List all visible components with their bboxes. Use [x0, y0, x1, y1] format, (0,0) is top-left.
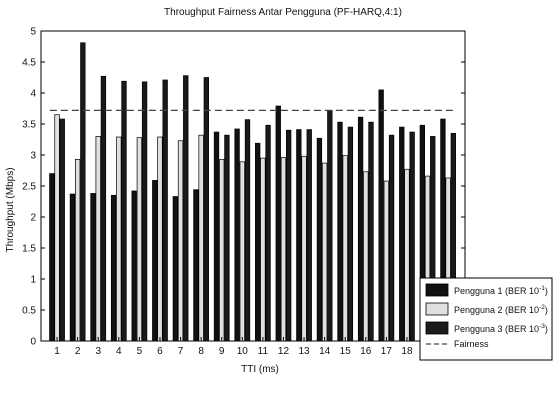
bar-series1-tti-11	[255, 142, 261, 342]
y-tick-label: 1	[30, 275, 36, 286]
bar-series3-tti-4	[121, 80, 127, 342]
y-tick-label: 4.5	[22, 58, 36, 69]
bar-series3-tti-13	[306, 129, 312, 342]
bar-series3-tti-15	[347, 126, 354, 342]
x-tick-label: 14	[319, 346, 331, 357]
bar-series3-tti-14	[327, 110, 333, 342]
bar-series2-tti-18	[404, 168, 410, 342]
y-tick-label: 2	[30, 213, 36, 224]
legend-label-series2: Pengguna 2 (BER 10-2)	[454, 304, 548, 315]
x-tick-label: 7	[178, 346, 184, 357]
y-tick-label: 5	[30, 27, 36, 38]
legend-swatch-series2	[425, 302, 449, 316]
bar-series2-tti-14	[321, 162, 328, 342]
legend-swatch-series3	[425, 321, 449, 335]
y-tick-label: 3.5	[22, 120, 36, 131]
y-tick-label: 3	[30, 151, 36, 162]
bar-series1-tti-3	[90, 193, 96, 342]
bar-series3-tti-11	[265, 124, 271, 342]
bar-series2-tti-16	[363, 171, 369, 342]
bar-series2-tti-6	[157, 136, 163, 342]
bar-series3-tti-3	[100, 75, 107, 342]
bar-series1-tti-4	[110, 194, 117, 342]
bar-series3-tti-7	[183, 75, 189, 342]
bar-series1-tti-5	[131, 190, 137, 342]
bar-series1-tti-15	[337, 121, 343, 342]
x-tick-label: 3	[95, 346, 101, 357]
y-tick-label: 0.5	[22, 306, 36, 317]
y-axis-label: Throughput (Mbps)	[5, 167, 16, 252]
bar-series2-tti-1	[54, 114, 60, 342]
bar-series3-tti-9	[224, 134, 230, 342]
bar-series3-tti-16	[368, 121, 374, 342]
bar-series2-tti-5	[136, 137, 143, 342]
bar-series2-tti-17	[383, 180, 390, 342]
legend: Pengguna 1 (BER 10-1) Pengguna 2 (BER 10-…	[419, 277, 553, 361]
bars-group	[49, 42, 456, 342]
bar-series3-tti-18	[409, 131, 415, 342]
x-tick-label: 11	[258, 346, 269, 357]
bar-series1-tti-6	[152, 180, 158, 342]
y-tick-label: 1.5	[22, 244, 36, 255]
x-tick-label: 17	[381, 346, 393, 357]
legend-label-fairness: Fairness	[454, 339, 489, 349]
bar-series1-tti-13	[296, 129, 302, 342]
bar-series2-tti-10	[239, 161, 245, 342]
bar-series1-tti-14	[316, 137, 323, 342]
chart-title: Throughput Fairness Antar Pengguna (PF-H…	[164, 7, 402, 18]
y-tick-label: 2.5	[22, 182, 36, 193]
bar-series2-tti-4	[116, 136, 122, 342]
bar-series1-tti-1	[49, 173, 55, 342]
x-tick-label: 16	[360, 346, 372, 357]
y-tick-label: 0	[30, 337, 36, 348]
x-tick-label: 5	[137, 346, 143, 357]
legend-label-series1: Pengguna 1 (BER 10-1)	[454, 285, 548, 296]
x-tick-label: 9	[219, 346, 225, 357]
x-tick-label: 10	[237, 346, 249, 357]
bar-series3-tti-2	[80, 42, 86, 342]
x-tick-label: 4	[116, 346, 122, 357]
bar-series2-tti-15	[342, 155, 348, 342]
bar-series1-tti-18	[399, 126, 405, 342]
x-tick-label: 13	[298, 346, 310, 357]
y-axis: 0 0.5 1 1.5 2 2.5 3 3.5 4 4.5 5	[22, 27, 45, 348]
legend-label-series3: Pengguna 3 (BER 10-3)	[454, 323, 548, 334]
bar-series2-tti-8	[198, 134, 204, 342]
x-tick-label: 12	[278, 346, 290, 357]
bar-series3-tti-5	[141, 81, 148, 342]
bar-series1-tti-16	[357, 116, 364, 342]
legend-swatch-series1	[425, 283, 449, 297]
bar-series2-tti-9	[219, 158, 225, 342]
bar-series3-tti-17	[388, 134, 395, 342]
x-tick-label: 1	[54, 346, 60, 357]
x-tick-label: 15	[340, 346, 352, 357]
x-axis-label: TTI (ms)	[241, 364, 279, 375]
y-tick-label: 4	[30, 89, 36, 100]
bar-series2-tti-11	[260, 157, 266, 342]
bar-series3-tti-10	[244, 119, 251, 342]
bar-series2-tti-13	[301, 155, 307, 342]
bar-series1-tti-12	[275, 105, 281, 342]
bar-series1-tti-8	[193, 189, 199, 342]
bar-series3-tti-6	[162, 79, 168, 342]
bar-series2-tti-7	[177, 140, 184, 342]
bar-series2-tti-12	[280, 157, 287, 342]
bar-series2-tti-3	[95, 136, 101, 342]
x-tick-label: 18	[401, 346, 413, 357]
bar-series1-tti-9	[213, 131, 220, 342]
bar-series1-tti-2	[69, 193, 76, 342]
x-tick-label: 6	[157, 346, 163, 357]
bar-series3-tti-8	[203, 77, 209, 342]
bar-series2-tti-2	[74, 158, 81, 342]
bar-series1-tti-10	[234, 128, 240, 342]
bar-series1-tti-17	[378, 89, 384, 342]
x-tick-label: 8	[198, 346, 204, 357]
bar-series3-tti-12	[286, 129, 292, 342]
x-tick-label: 2	[75, 346, 81, 357]
bar-series3-tti-1	[59, 118, 65, 342]
bar-series1-tti-7	[172, 196, 179, 342]
